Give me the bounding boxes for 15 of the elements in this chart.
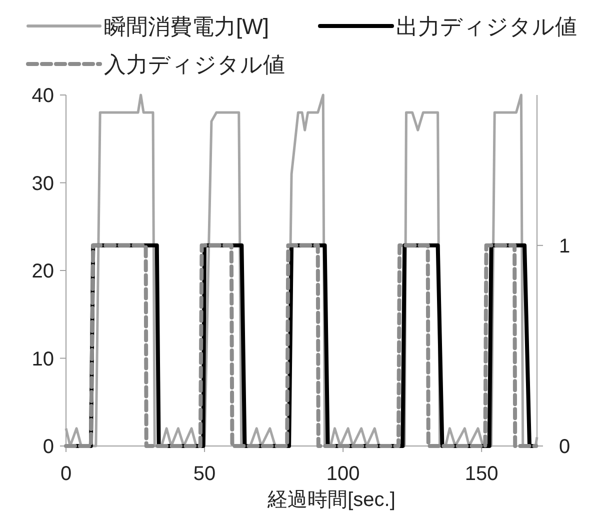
y-tick-label: 10 [32, 348, 54, 370]
x-tick-label: 100 [326, 463, 360, 485]
y-tick-label: 0 [42, 436, 54, 458]
legend-label: 入力ディジタル値 [104, 52, 285, 77]
y-tick-label: 30 [32, 172, 54, 195]
x-tick-label: 50 [193, 463, 216, 485]
x-tick-label: 0 [60, 463, 72, 485]
y2-tick-label: 0 [559, 436, 570, 458]
x-axis-title: 経過時間[sec.] [266, 489, 396, 511]
legend-label: 出力ディジタル値 [396, 14, 577, 39]
y-tick-label: 20 [32, 260, 54, 282]
x-tick-label: 150 [464, 463, 498, 485]
legend-label: 瞬間消費電力[W] [104, 14, 269, 39]
y-tick-label: 40 [32, 85, 54, 107]
y2-tick-label: 1 [559, 235, 570, 258]
